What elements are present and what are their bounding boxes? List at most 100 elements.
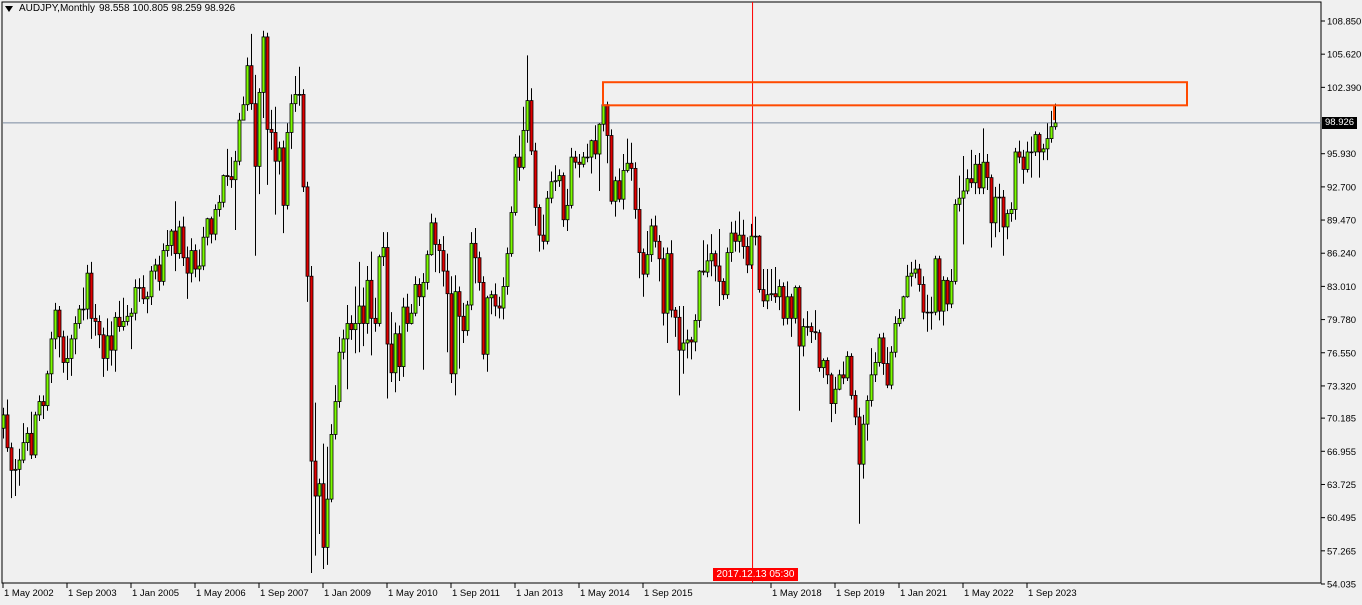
bear-candle-body: [373, 317, 378, 324]
bull-candle-body: [377, 256, 382, 324]
bear-candle-body: [657, 240, 662, 260]
candle: [449, 276, 454, 384]
bull-candle-body: [725, 252, 730, 296]
candle: [341, 329, 346, 360]
candle: [881, 332, 886, 375]
bull-candle-body: [81, 308, 86, 311]
bull-candle-body: [353, 323, 358, 331]
candle: [261, 30, 266, 119]
bear-candle-body: [721, 280, 726, 296]
candle: [245, 57, 250, 111]
candle: [197, 249, 202, 282]
candle: [549, 171, 554, 204]
bear-candle-body: [573, 156, 578, 163]
bear-candle-body: [405, 306, 410, 324]
candle: [201, 226, 206, 271]
bull-candle-body: [21, 442, 26, 461]
candle: [557, 169, 562, 187]
candle: [181, 216, 186, 266]
bull-candle-body: [317, 483, 322, 497]
bull-candle-body: [365, 279, 370, 324]
candle: [733, 220, 738, 252]
bear-candle-body: [253, 103, 258, 167]
candle: [33, 411, 38, 459]
candle: [453, 275, 458, 396]
candle: [625, 138, 630, 173]
candle: [721, 278, 726, 300]
candle: [361, 287, 366, 347]
candle: [577, 154, 582, 178]
bull-candle-body: [13, 468, 18, 471]
bear-candle-body: [917, 268, 922, 285]
candle: [893, 316, 898, 358]
candle: [145, 291, 150, 314]
candle: [725, 247, 730, 299]
candle: [533, 142, 538, 226]
price-tick-label: 89.470: [1327, 216, 1356, 227]
candle: [585, 143, 590, 163]
candle: [157, 255, 162, 291]
bull-candle-body: [77, 308, 82, 324]
candle: [865, 395, 870, 441]
bull-candle-body: [545, 197, 550, 242]
bear-candle-body: [701, 270, 706, 273]
bull-candle-body: [485, 297, 490, 355]
candle: [377, 254, 382, 327]
candle: [513, 154, 518, 216]
resistance-rectangle[interactable]: [602, 81, 1188, 107]
bull-candle-body: [341, 338, 346, 353]
bear-candle-body: [273, 132, 278, 162]
candle: [545, 190, 550, 245]
bear-candle-body: [229, 176, 234, 181]
candle: [37, 395, 42, 422]
candle: [385, 232, 390, 399]
candle: [693, 314, 698, 352]
bull-candle-body: [873, 362, 878, 376]
bear-candle-body: [533, 150, 538, 208]
dropdown-triangle-icon[interactable]: [5, 5, 13, 12]
bull-candle-body: [197, 265, 202, 270]
time-axis: 1 May 2002 1 Sep 2003 1 Jan 2005 1 May 2006…: [2, 583, 1077, 599]
bull-candle-body: [685, 339, 690, 344]
bear-candle-body: [677, 316, 682, 351]
bear-candle-body: [641, 252, 646, 275]
bear-candle-body: [717, 265, 722, 282]
candle: [853, 390, 858, 426]
bull-candle-body: [805, 326, 810, 328]
bull-candle-body: [289, 103, 294, 133]
candle: [229, 157, 234, 188]
candle: [761, 269, 766, 308]
bull-candle-body: [737, 234, 742, 242]
candle: [465, 300, 470, 336]
candle: [313, 402, 318, 556]
candle: [849, 353, 854, 400]
bull-candle-body: [285, 132, 290, 206]
bull-candle-body: [869, 374, 874, 401]
bull-candle-body: [357, 305, 362, 324]
candle: [813, 310, 818, 340]
bull-candle-body: [973, 163, 978, 184]
candle: [785, 281, 790, 325]
candle: [413, 276, 418, 317]
candle: [1025, 141, 1030, 173]
candle: [929, 296, 934, 330]
price-tick-label: 92.700: [1327, 182, 1356, 193]
candle: [777, 279, 782, 311]
candle: [481, 276, 486, 360]
candle: [1017, 140, 1022, 164]
candle: [169, 228, 174, 256]
candle: [189, 238, 194, 283]
candle: [757, 235, 762, 293]
candle: [857, 407, 862, 524]
bull-candle-body: [105, 335, 110, 359]
bull-candle-body: [1, 414, 6, 429]
bear-candle-body: [609, 135, 614, 202]
bull-candle-body: [897, 317, 902, 324]
candle: [409, 303, 414, 325]
bear-candle-body: [561, 175, 566, 221]
time-tick-label: 1 Sep 2015: [644, 588, 693, 599]
candle: [165, 230, 170, 257]
price-tick-label: 83.010: [1327, 282, 1356, 293]
bull-candle-body: [601, 104, 606, 125]
